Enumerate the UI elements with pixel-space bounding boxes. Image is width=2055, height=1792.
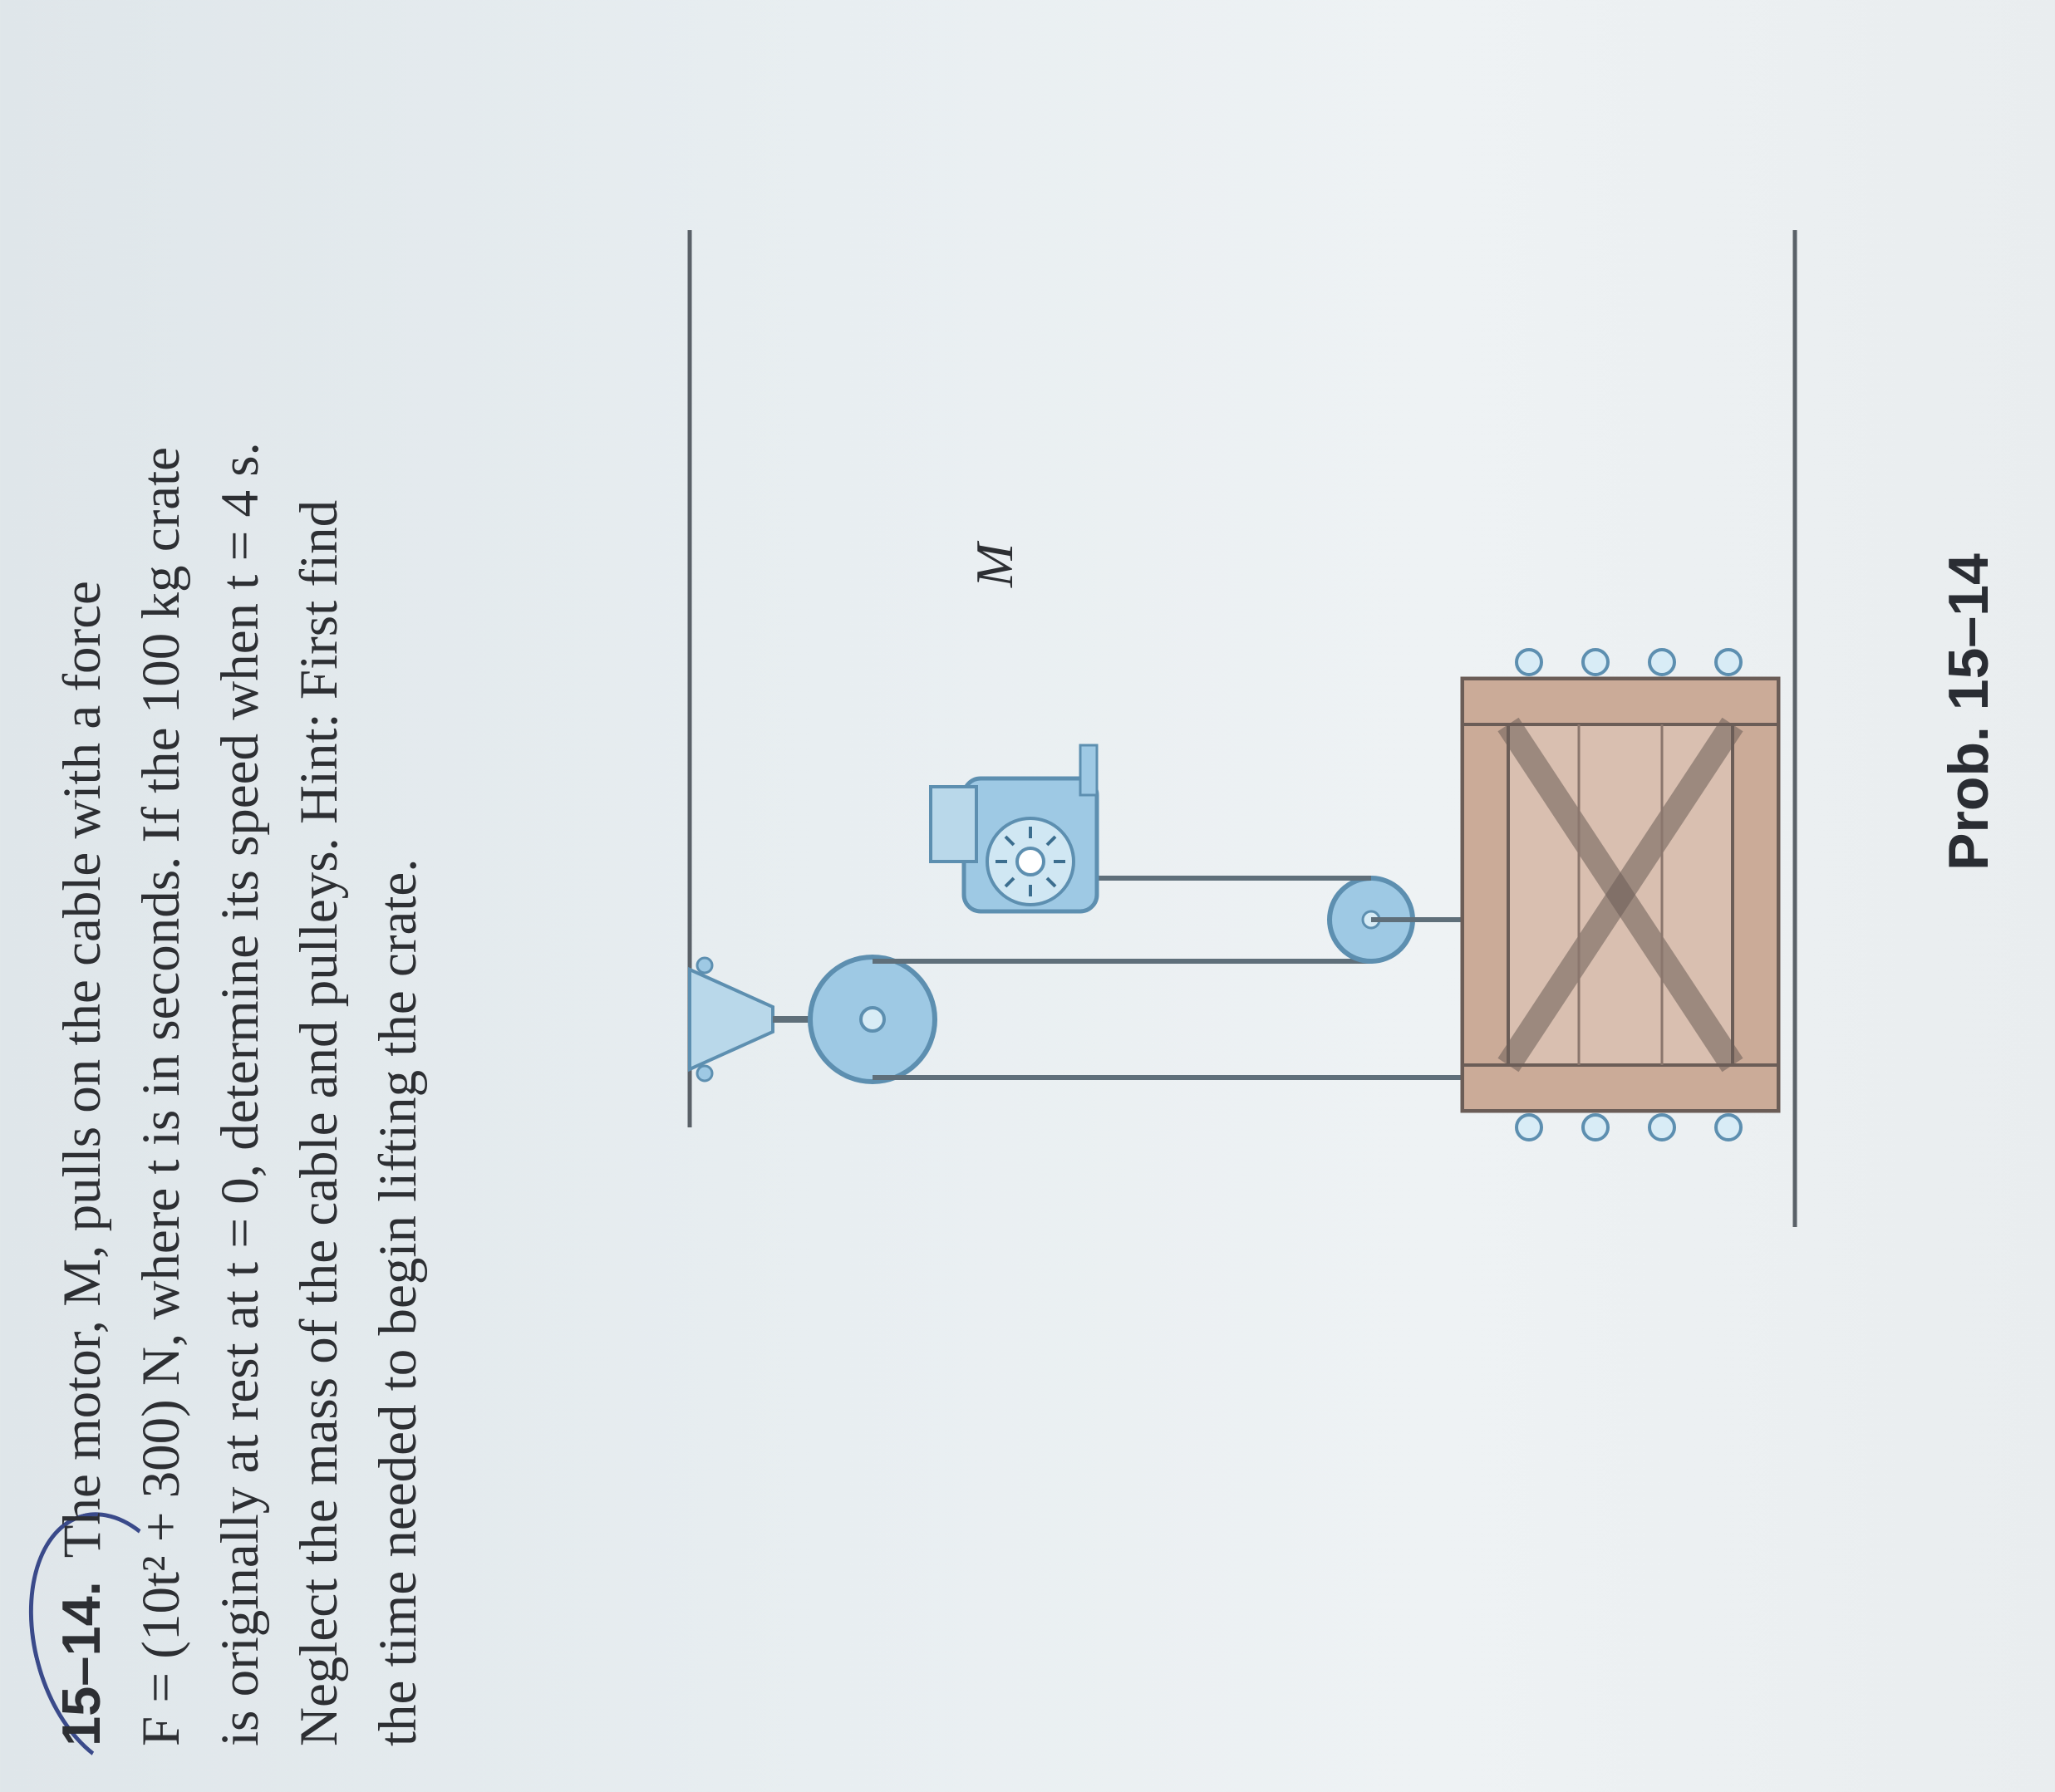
problem-line-3: is originally at rest at t = 0, determin… xyxy=(210,442,270,1746)
bracket-bolt-left xyxy=(696,1064,714,1083)
fixed-pulley-hub xyxy=(859,1006,886,1033)
bracket-bolt-right xyxy=(696,956,714,975)
figure-caption: Prob. 15–14 xyxy=(1937,553,2000,871)
crate-rollers xyxy=(1515,648,1743,1141)
problem-line-4: Neglect the mass of the cable and pulley… xyxy=(289,499,349,1746)
problem-statement: 15–14. The motor, M, pulls on the cable w… xyxy=(42,68,438,1746)
motor-icon xyxy=(929,744,1099,914)
pulley-crate-figure xyxy=(687,230,1797,1227)
problem-line-1: The motor, M, pulls on the cable with a … xyxy=(52,581,112,1559)
problem-line-5: the time needed to begin lifting the cra… xyxy=(368,858,428,1746)
ceiling-bracket xyxy=(688,966,774,1073)
motor-label: M xyxy=(965,543,1024,587)
problem-number: 15–14. xyxy=(51,1581,111,1746)
problem-line-2: F = (10t² + 300) N, where t is in second… xyxy=(131,447,191,1746)
crate xyxy=(1460,676,1781,1113)
